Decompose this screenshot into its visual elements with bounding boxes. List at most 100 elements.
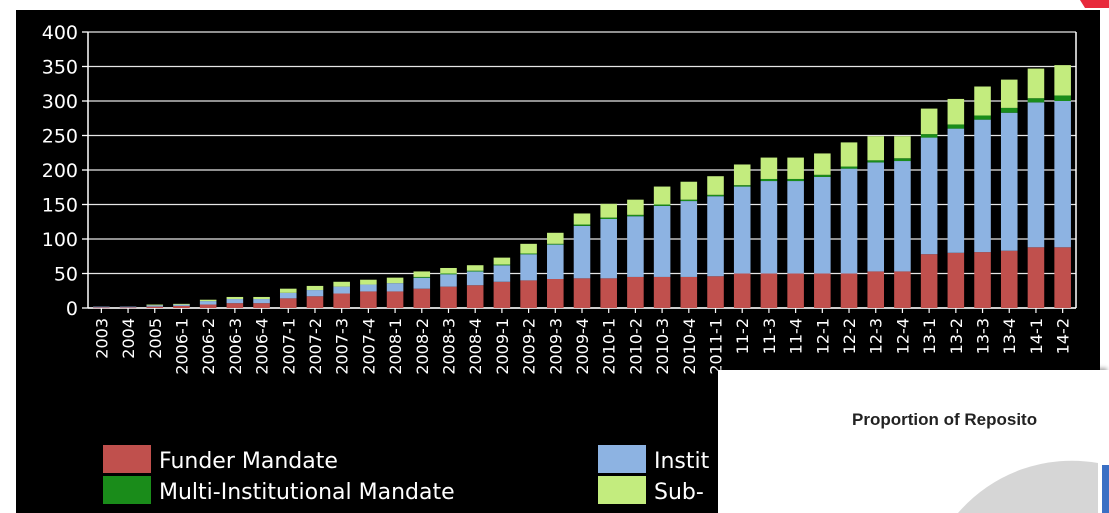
bar-segment-multi-institutional-mandate	[547, 243, 564, 245]
bar-segment-funder-mandate	[333, 293, 350, 308]
pie-chart-inset: Proportion of Reposito	[718, 370, 1109, 513]
bar-segment-sub-institutional-mandate	[386, 277, 404, 284]
bar-segment-funder-mandate	[226, 303, 244, 308]
bar-segment-sub-institutional-mandate	[253, 296, 270, 300]
bar-segment-multi-institutional-mandate	[894, 158, 911, 162]
bar-segment-funder-mandate	[306, 296, 324, 308]
x-tick-label: 2005	[146, 318, 165, 359]
x-tick-label: 2004	[119, 318, 138, 359]
bar-segment-multi-institutional-mandate	[1054, 95, 1071, 101]
bar-segment-sub-institutional-mandate	[1054, 65, 1071, 96]
bar-segment-funder-mandate	[787, 273, 804, 308]
bar-segment-multi-institutional-mandate	[840, 166, 858, 169]
bar-segment-sub-institutional-mandate	[947, 98, 965, 125]
bar-segment-institutional-mandate	[253, 299, 270, 304]
bar-segment-funder-mandate	[707, 276, 724, 308]
x-tick-label: 2008-1	[386, 318, 405, 375]
bar-segment-institutional-mandate	[440, 274, 457, 287]
bar-segment-funder-mandate	[466, 285, 484, 308]
x-tick-label: 2006-4	[253, 318, 272, 375]
bar-segment-institutional-mandate	[547, 244, 564, 280]
bar-segment-institutional-mandate	[760, 181, 778, 274]
bar-segment-institutional-mandate	[146, 305, 164, 307]
x-tick-label: 11-3	[760, 318, 779, 354]
bar-segment-sub-institutional-mandate	[1000, 79, 1018, 108]
bar-segment-institutional-mandate	[279, 292, 297, 299]
bar-segment-institutional-mandate	[653, 205, 671, 277]
bar-segment-sub-institutional-mandate	[146, 304, 164, 306]
bar-segment-institutional-mandate	[466, 271, 484, 286]
bar-segment-multi-institutional-mandate	[787, 178, 804, 182]
bar-segment-sub-institutional-mandate	[814, 153, 831, 175]
bar-segment-institutional-mandate	[680, 201, 698, 277]
bar-segment-sub-institutional-mandate	[226, 296, 244, 300]
bar-segment-institutional-mandate	[1054, 101, 1071, 248]
bar-segment-institutional-mandate	[413, 277, 431, 289]
bar-segment-funder-mandate	[573, 278, 591, 308]
legend-swatch	[598, 445, 646, 473]
bar-segment-institutional-mandate	[867, 162, 885, 272]
x-tick-label: 12-4	[893, 318, 912, 354]
bar-segment-multi-institutional-mandate	[653, 204, 671, 206]
bar-segment-funder-mandate	[119, 307, 137, 309]
bar-segment-multi-institutional-mandate	[680, 199, 698, 202]
bar-segment-funder-mandate	[493, 281, 511, 308]
y-tick-label: 50	[54, 264, 78, 286]
bar-segment-institutional-mandate	[707, 196, 724, 277]
bar-segment-institutional-mandate	[947, 128, 965, 253]
bar-segment-funder-mandate	[199, 304, 217, 308]
bar-segment-institutional-mandate	[173, 304, 190, 306]
bar-segment-funder-mandate	[1054, 247, 1071, 308]
bar-segment-multi-institutional-mandate	[974, 115, 991, 120]
x-tick-label: 2007-2	[306, 318, 325, 375]
bar-segment-funder-mandate	[520, 280, 537, 308]
bar-segment-funder-mandate	[1000, 250, 1018, 308]
bar-segment-multi-institutional-mandate	[627, 214, 644, 217]
legend-label: Instit	[654, 449, 710, 474]
bar-segment-sub-institutional-mandate	[279, 288, 297, 293]
bar-segment-sub-institutional-mandate	[547, 232, 564, 244]
bar-segment-sub-institutional-mandate	[1027, 68, 1045, 99]
pie-slice-gray	[958, 460, 1098, 513]
bar-segment-funder-mandate	[814, 273, 831, 308]
bar-segment-multi-institutional-mandate	[573, 224, 591, 226]
bar-segment-funder-mandate	[894, 271, 911, 308]
x-tick-label: 2006-3	[226, 318, 245, 375]
bar-segment-funder-mandate	[413, 288, 431, 308]
bar-segment-sub-institutional-mandate	[787, 157, 804, 179]
x-tick-label: 2010-3	[653, 318, 672, 375]
bar-segment-sub-institutional-mandate	[867, 136, 885, 161]
bar-segment-institutional-mandate	[493, 265, 511, 282]
bar-segment-sub-institutional-mandate	[520, 243, 537, 254]
bar-segment-funder-mandate	[920, 254, 938, 308]
bar-segment-institutional-mandate	[894, 161, 911, 272]
bar-segment-multi-institutional-mandate	[520, 253, 537, 255]
y-tick-label: 0	[66, 298, 78, 320]
bar-segment-funder-mandate	[93, 307, 110, 309]
bar-segment-funder-mandate	[1027, 247, 1045, 308]
inset-title: Proportion of Reposito	[852, 410, 1038, 429]
bar-segment-sub-institutional-mandate	[760, 157, 778, 179]
y-tick-label: 100	[42, 229, 78, 251]
bar-segment-funder-mandate	[627, 276, 644, 308]
bar-segment-sub-institutional-mandate	[733, 164, 751, 186]
bar-segment-sub-institutional-mandate	[413, 271, 431, 277]
bar-segment-sub-institutional-mandate	[199, 299, 217, 302]
bar-segment-institutional-mandate	[360, 284, 377, 292]
legend-label: Sub-	[654, 480, 704, 505]
x-tick-label: 2007-4	[359, 318, 378, 375]
x-tick-label: 2009-1	[493, 318, 512, 375]
bar-segment-multi-institutional-mandate	[413, 276, 431, 278]
x-tick-label: 2006-1	[173, 318, 192, 375]
bar-segment-multi-institutional-mandate	[493, 264, 511, 266]
bar-segment-funder-mandate	[760, 273, 778, 308]
bar-segment-multi-institutional-mandate	[466, 270, 484, 272]
bar-segment-funder-mandate	[386, 291, 404, 308]
bar-segment-institutional-mandate	[1027, 102, 1045, 248]
y-tick-label: 300	[42, 91, 78, 113]
x-tick-label: 2008-2	[413, 318, 432, 375]
legend-swatch	[598, 476, 646, 504]
bar-segment-funder-mandate	[974, 252, 991, 308]
